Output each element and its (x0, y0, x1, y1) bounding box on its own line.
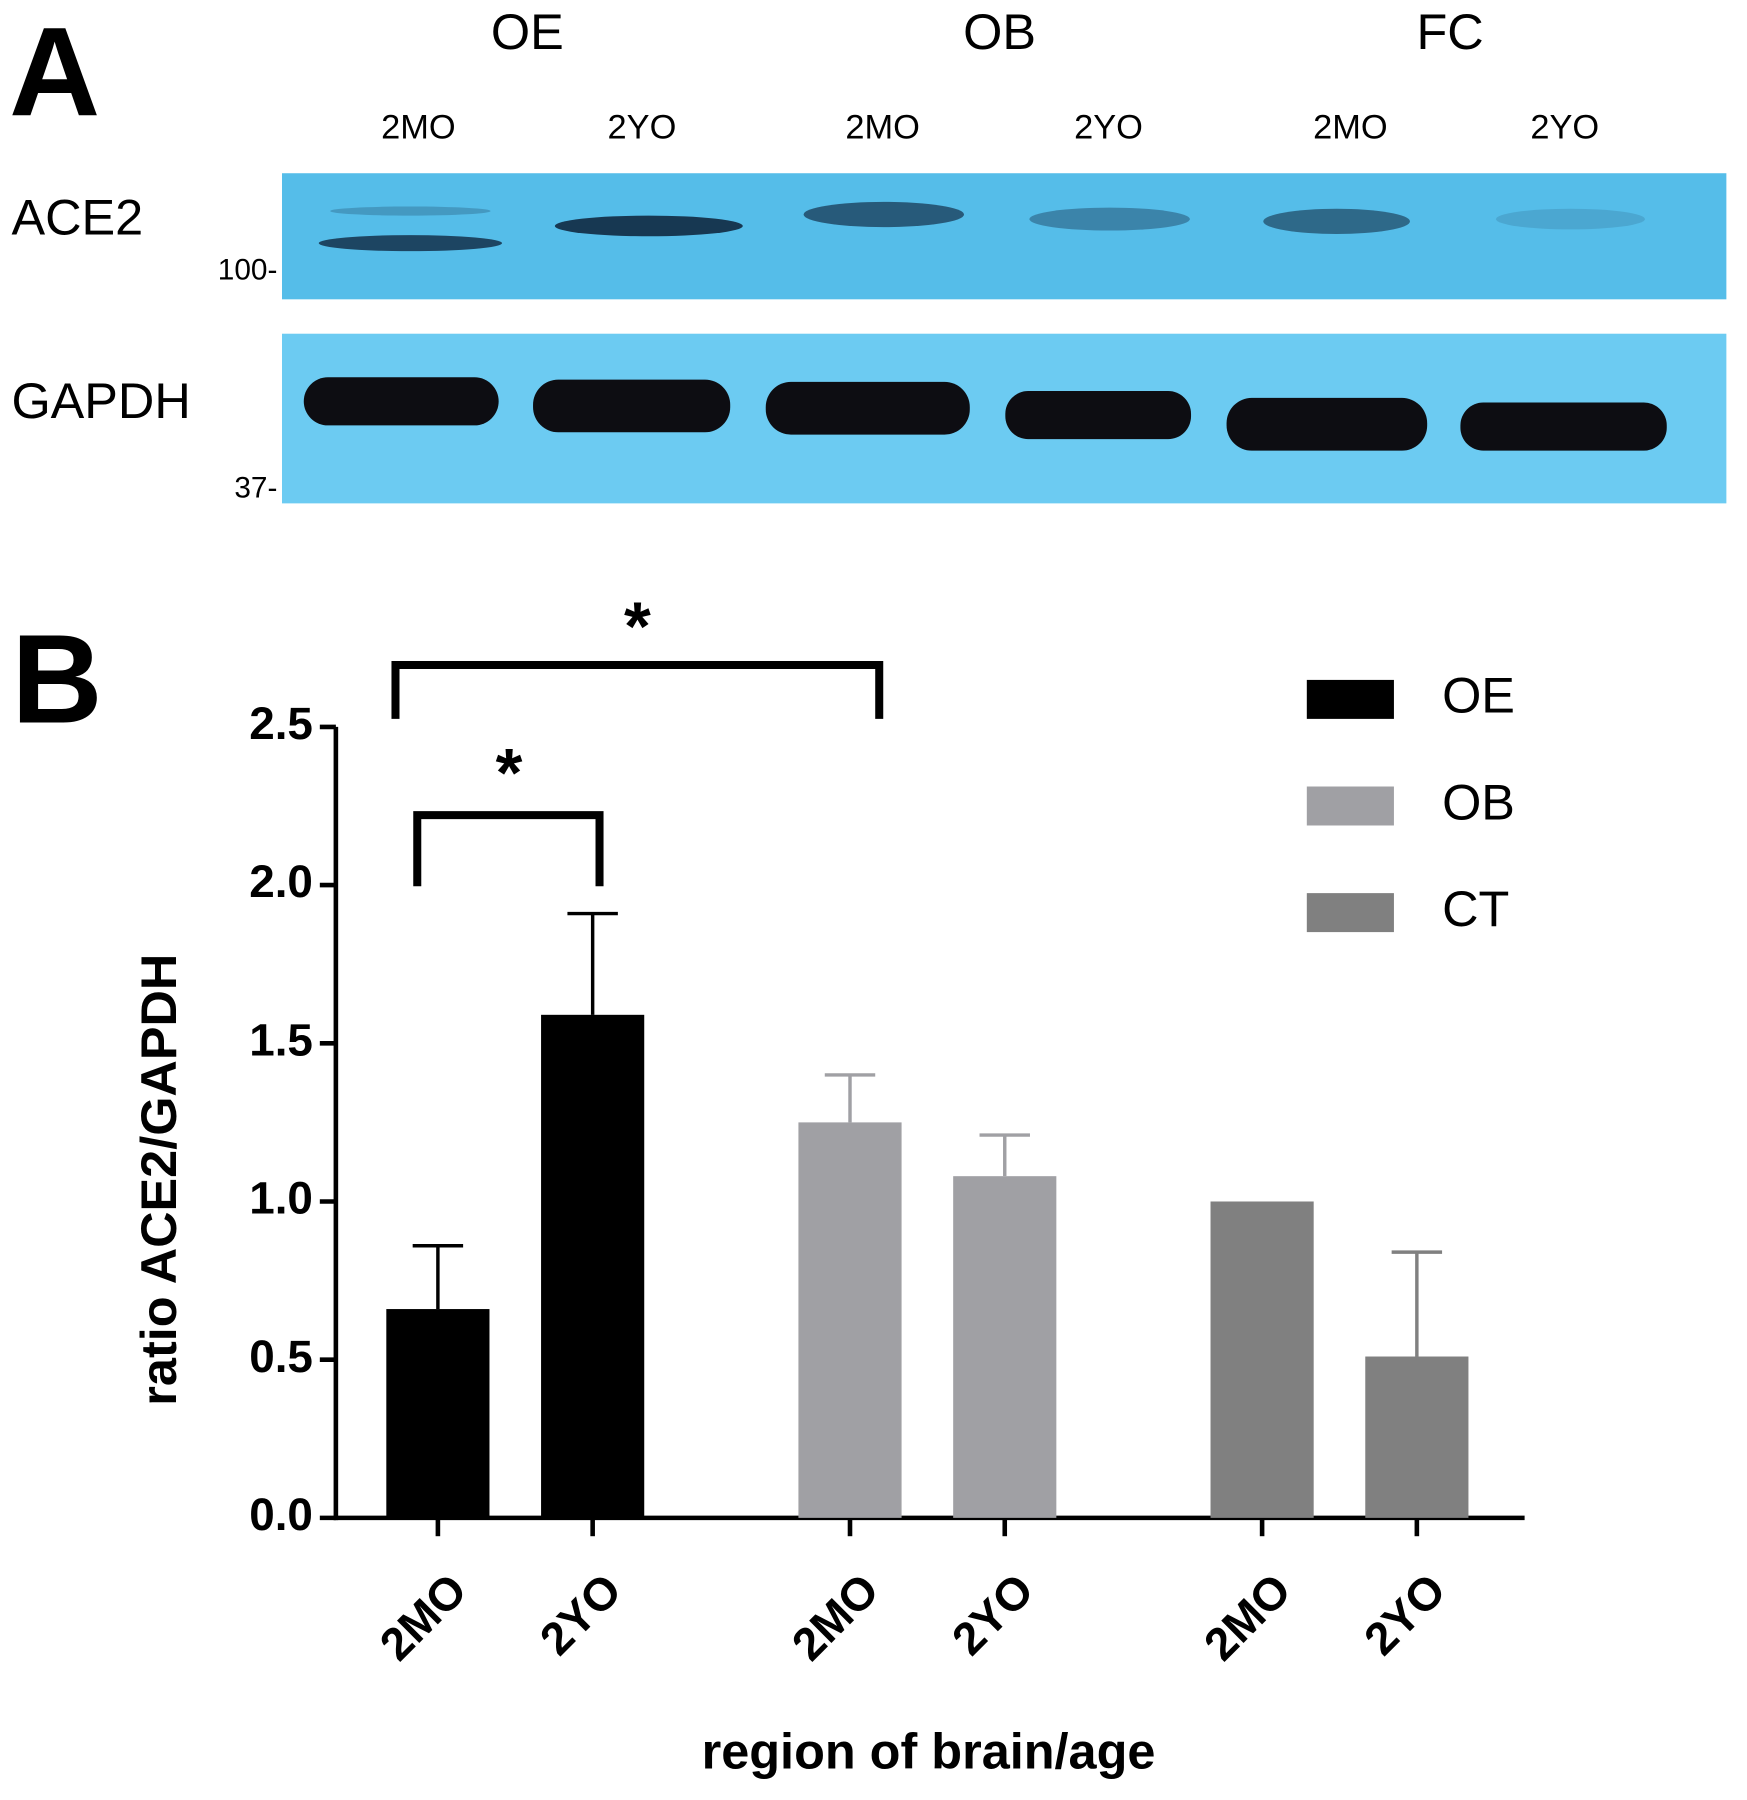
bar (953, 1176, 1057, 1518)
bar (1210, 1201, 1314, 1518)
lane-label: 2YO (1530, 109, 1599, 147)
x-axis-label: region of brain/age (702, 1722, 1156, 1779)
legend-label: CT (1442, 880, 1509, 937)
legend-swatch (1306, 679, 1394, 719)
x-tick-label: 2MO (369, 1563, 476, 1670)
x-tick-label: 2MO (782, 1563, 889, 1670)
x-tick-label: 2YO (942, 1563, 1044, 1665)
error-bar (412, 1244, 464, 1310)
western-blot (281, 173, 1727, 504)
error-bar (824, 1073, 876, 1123)
legend-swatch (1306, 786, 1394, 826)
significance-label: * (496, 735, 523, 812)
y-tick-label: 2.0 (249, 855, 313, 907)
panel-label: A (9, 1, 100, 142)
significance-bracket (413, 811, 604, 887)
significance-label: * (624, 588, 651, 665)
bar (1365, 1356, 1469, 1518)
significance-bracket (391, 660, 884, 719)
lane-label: 2MO (1313, 109, 1387, 147)
marker-label: 100- (218, 254, 278, 287)
row-label: GAPDH (11, 372, 190, 429)
y-axis-label: ratio ACE2/GAPDH (130, 954, 187, 1406)
lane-label: 2MO (845, 109, 920, 147)
x-tick-label: 2MO (1194, 1563, 1301, 1670)
error-bar (979, 1133, 1030, 1177)
group-label: OB (963, 3, 1036, 60)
bar (386, 1309, 490, 1518)
legend-label: OE (1442, 667, 1515, 724)
gapdh-bands (303, 377, 1667, 451)
y-tick-label: 2.5 (249, 697, 313, 749)
x-tick-label: 2YO (1354, 1563, 1456, 1665)
y-tick-label: 0.5 (249, 1330, 313, 1382)
error-bar (1391, 1250, 1443, 1357)
lane-label: 2MO (381, 109, 456, 147)
lane-label: 2YO (608, 109, 677, 147)
lane-label: 2YO (1074, 109, 1143, 147)
y-tick-label: 0.0 (249, 1488, 313, 1540)
legend-label: OB (1442, 773, 1515, 830)
y-tick-label: 1.5 (249, 1013, 313, 1065)
row-label: ACE2 (11, 189, 143, 246)
y-tick-label: 1.0 (249, 1172, 313, 1224)
blot-strip (281, 173, 1727, 300)
group-label: FC (1416, 3, 1483, 60)
error-bar (567, 911, 618, 1015)
ace2-bands (318, 201, 1645, 252)
bar (541, 1014, 645, 1518)
panel-label: B (11, 608, 102, 749)
group-label: OE (491, 3, 564, 60)
bar (798, 1122, 902, 1518)
legend-swatch (1306, 893, 1394, 933)
marker-label: 37- (234, 471, 277, 504)
x-tick-label: 2YO (530, 1563, 632, 1665)
